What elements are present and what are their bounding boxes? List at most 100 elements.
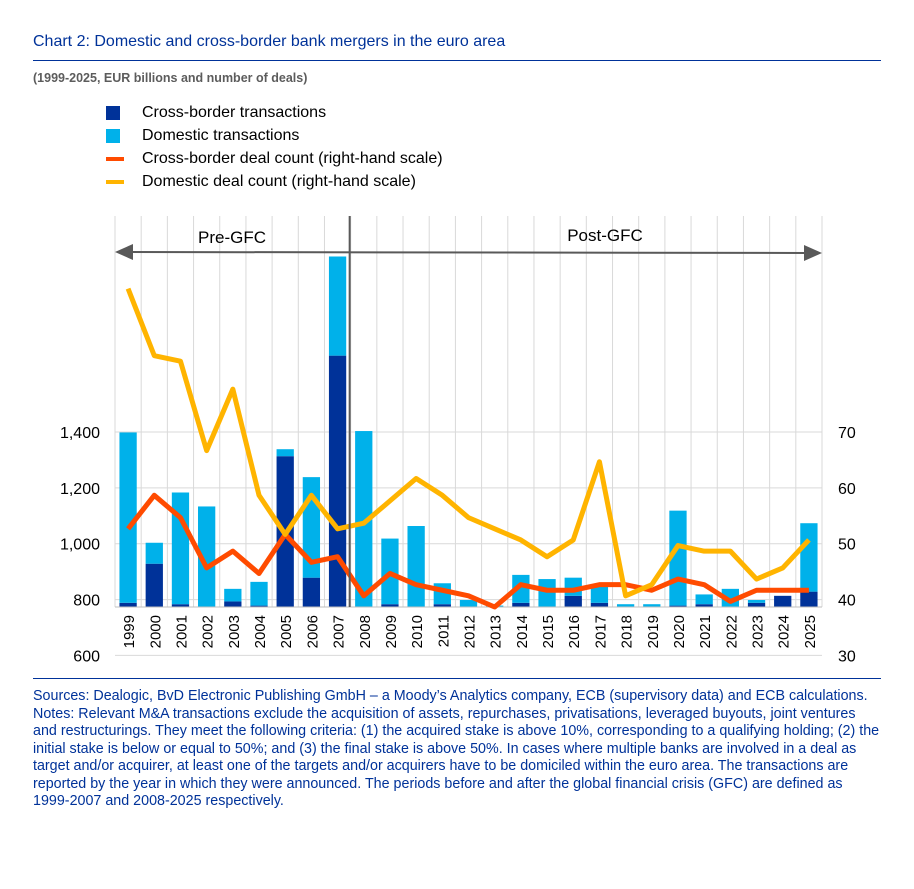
bar-cross-border: [800, 591, 818, 607]
x-tick-label: 2004: [252, 615, 269, 648]
bar-cross-border: [171, 604, 190, 607]
x-tick-label: 2012: [462, 615, 479, 648]
bar-domestic: [407, 526, 425, 607]
legend-swatch: [106, 105, 120, 120]
period-arrow-line: [126, 251, 809, 254]
notes: Sources: Dealogic, BvD Electronic Publis…: [33, 688, 883, 811]
bar-cross-border: [145, 563, 163, 607]
bar-cross-border: [433, 604, 451, 607]
title-rule: [33, 60, 881, 61]
x-tick-label: 2017: [592, 615, 609, 648]
bar-cross-border: [302, 577, 321, 607]
chart-title: Chart 2: Domestic and cross-border bank …: [33, 33, 506, 50]
chart-plot: 00200104002060030800401,000501,200601,40…: [60, 216, 856, 665]
bar-domestic: [119, 432, 137, 603]
left-tick-label: 1,000: [60, 537, 100, 554]
x-tick-label: 2020: [671, 615, 688, 648]
sources-text: Sources: Dealogic, BvD Electronic Publis…: [33, 688, 868, 704]
legend-item-domestic: Domestic transactions: [106, 124, 443, 147]
left-tick-label: 1,400: [60, 425, 100, 442]
bar-domestic: [747, 600, 766, 603]
bar-cross-border: [564, 595, 582, 607]
bar-domestic: [328, 256, 347, 356]
x-tick-label: 2007: [331, 615, 348, 648]
line-cross-border-count: [126, 492, 809, 610]
bar-domestic: [512, 574, 530, 603]
bar-domestic: [145, 542, 163, 564]
x-tick-label: 2025: [802, 615, 819, 648]
legend-label: Cross-border deal count (right-hand scal…: [142, 149, 443, 167]
x-tick-label: 2016: [566, 615, 583, 648]
bar-cross-border: [119, 602, 137, 607]
x-tick-label: 2019: [645, 615, 662, 648]
line-domestic-count: [125, 287, 811, 599]
x-tick-label: 2013: [488, 615, 505, 648]
bar-domestic: [198, 506, 216, 607]
bar-domestic: [590, 584, 609, 603]
right-tick-label: 30: [838, 648, 856, 665]
bar-domestic: [538, 579, 556, 607]
bar-cross-border: [250, 605, 268, 607]
legend-swatch: [106, 128, 120, 143]
notes-text: Notes: Relevant M&A transactions exclude…: [33, 705, 880, 810]
bar-domestic: [695, 594, 713, 605]
bar-cross-border: [328, 355, 347, 607]
x-tick-label: 2024: [776, 615, 793, 648]
notes-rule: [33, 678, 881, 679]
x-tick-label: 2011: [435, 615, 452, 647]
bar-domestic: [800, 523, 818, 592]
x-tick-label: 2005: [278, 615, 295, 648]
bar-domestic: [250, 581, 268, 606]
left-arrow-icon: [115, 244, 133, 260]
right-tick-label: 50: [838, 537, 856, 554]
right-tick-label: 40: [838, 593, 856, 610]
bar-cross-border: [224, 601, 242, 607]
legend-label: Cross-border transactions: [142, 103, 327, 121]
bar-domestic: [459, 600, 478, 607]
legend: Cross-border transactions Domestic trans…: [106, 101, 443, 193]
x-tick-label: 2023: [750, 615, 767, 648]
left-tick-label: 800: [73, 593, 100, 610]
bar-domestic: [616, 604, 635, 607]
left-tick-label: 600: [73, 648, 100, 665]
bar-cross-border: [590, 602, 609, 607]
bar-cross-border: [695, 604, 713, 607]
right-tick-label: 70: [838, 425, 856, 442]
legend-item-cross-border: Cross-border transactions: [106, 101, 443, 124]
left-tick-label: 1,200: [60, 481, 100, 498]
x-tick-label: 2014: [514, 615, 531, 648]
bar-cross-border: [669, 605, 687, 607]
x-tick-label: 2009: [383, 615, 400, 648]
x-tick-label: 2018: [619, 615, 636, 648]
x-tick-label: 2022: [723, 615, 740, 648]
legend-label: Domestic transactions: [142, 126, 300, 144]
x-tick-label: 2006: [304, 615, 321, 648]
bar-domestic: [355, 431, 373, 607]
right-tick-label: 60: [838, 481, 856, 498]
legend-item-domestic-count: Domestic deal count (right-hand scale): [106, 170, 443, 193]
legend-item-cross-border-count: Cross-border deal count (right-hand scal…: [106, 147, 443, 170]
bar-domestic: [171, 492, 190, 605]
post-gfc-label: Post-GFC: [567, 226, 643, 245]
bar-cross-border: [747, 602, 766, 607]
pre-gfc-label: Pre-GFC: [198, 228, 266, 247]
x-tick-label: 2002: [200, 615, 217, 648]
x-tick-label: 2008: [357, 615, 374, 648]
bar-cross-border: [512, 602, 530, 607]
legend-label: Domestic deal count (right-hand scale): [142, 172, 416, 190]
bar-cross-border: [381, 604, 399, 607]
chart-subtitle: (1999-2025, EUR billions and number of d…: [33, 71, 308, 85]
x-tick-label: 2003: [226, 615, 243, 648]
legend-swatch: [106, 156, 124, 161]
legend-swatch: [106, 179, 124, 184]
bar-domestic: [276, 449, 294, 457]
x-tick-label: 2000: [147, 615, 164, 648]
x-tick-label: 2010: [409, 615, 426, 648]
bar-domestic: [643, 604, 661, 607]
x-tick-label: 2021: [697, 615, 714, 648]
right-arrow-icon: [804, 245, 822, 261]
x-tick-label: 2015: [540, 615, 557, 648]
x-tick-label: 2001: [173, 615, 190, 648]
bar-domestic: [224, 588, 242, 602]
bar-cross-border: [774, 595, 792, 607]
